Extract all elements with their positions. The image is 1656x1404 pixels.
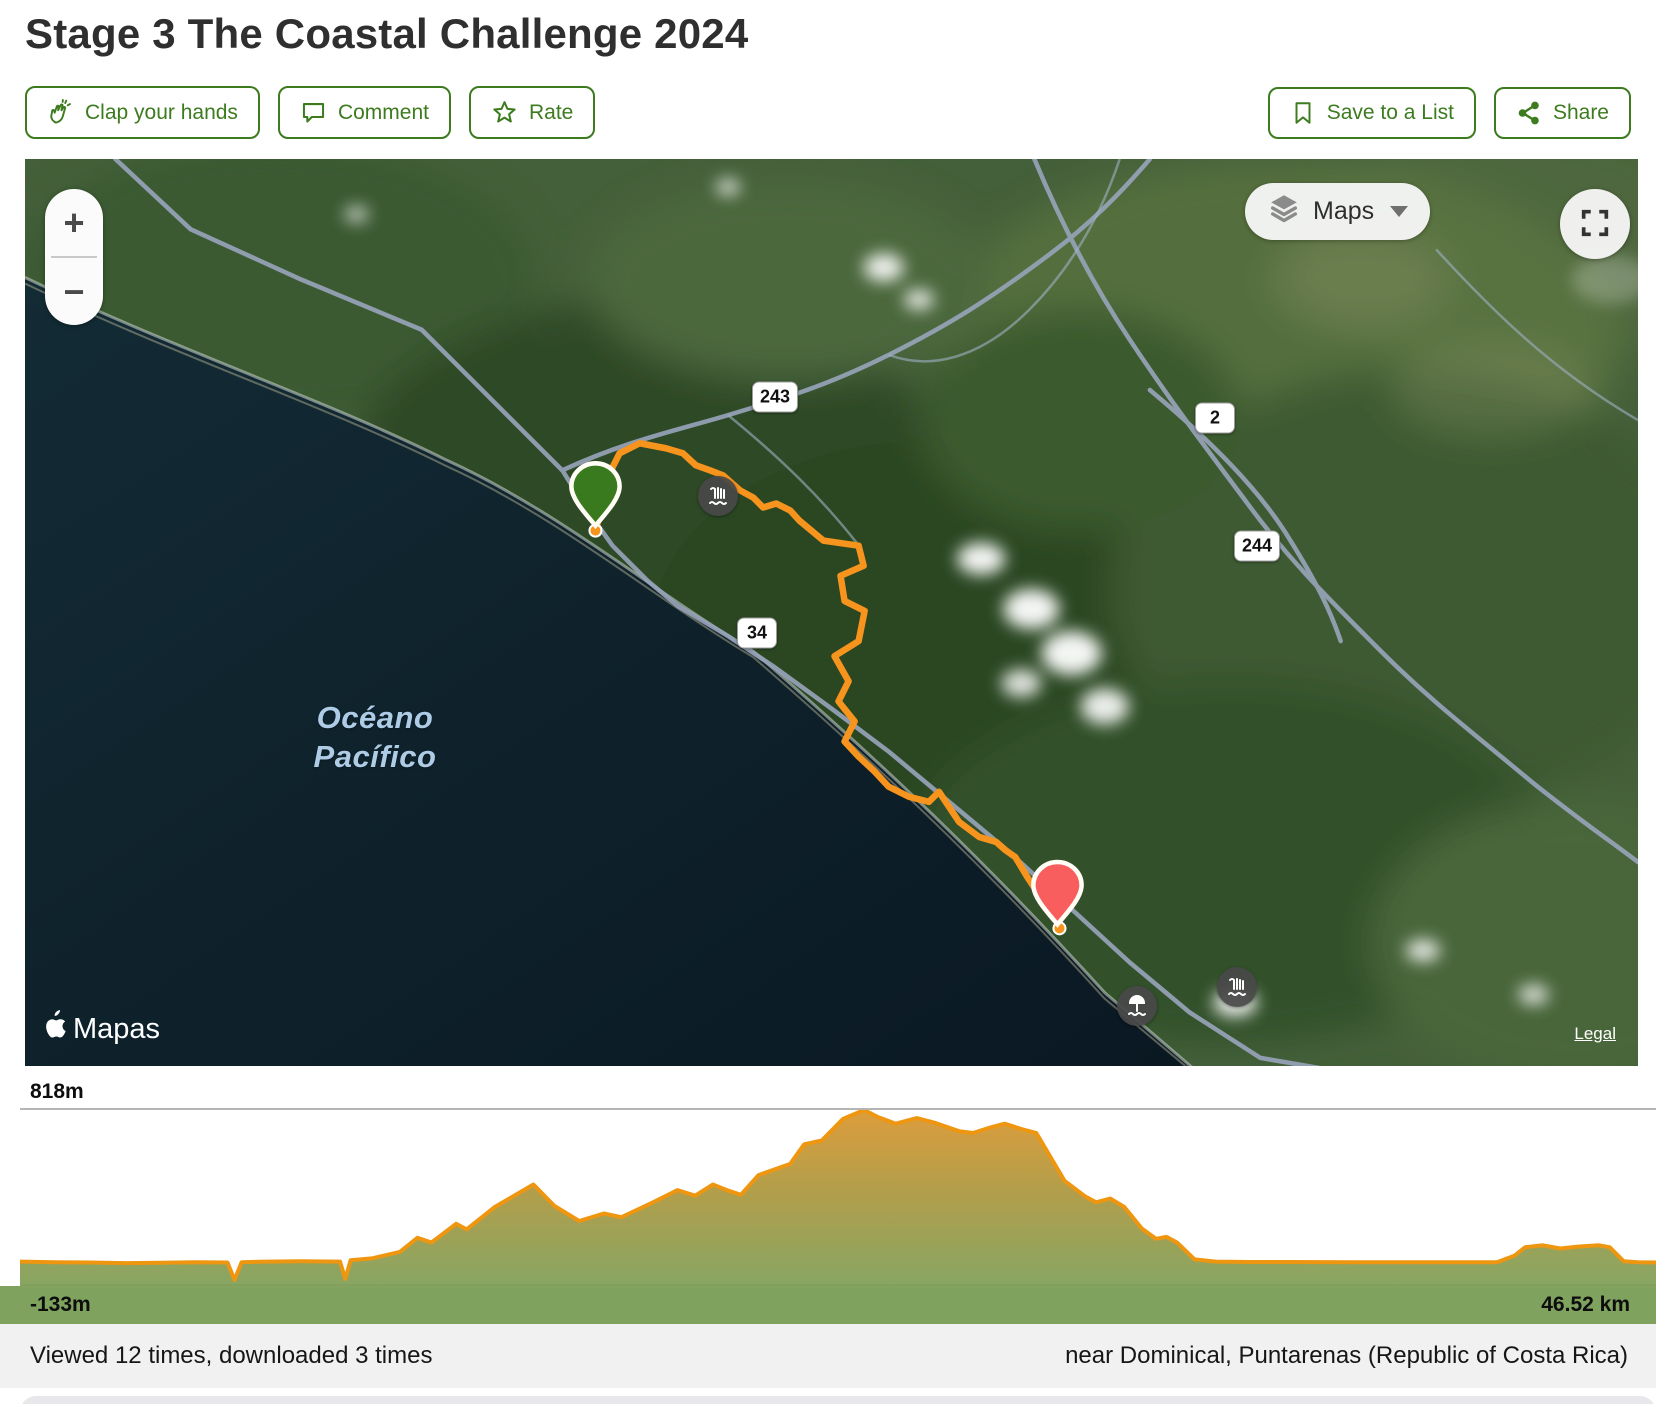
share-icon — [1516, 100, 1542, 126]
road-shield-2: 2 — [1195, 402, 1235, 434]
road-shield-244: 244 — [1233, 530, 1281, 562]
legal-link[interactable]: Legal — [1574, 1024, 1616, 1043]
chevron-down-icon — [1390, 206, 1409, 217]
map[interactable]: + − Maps 243 — [25, 159, 1638, 1066]
comment-button[interactable]: Comment — [277, 86, 451, 139]
end-marker — [1031, 859, 1084, 928]
zoom-in-button[interactable]: + — [45, 189, 103, 256]
ocean-label-line2: Pacífico — [313, 738, 437, 774]
map-layers-label: Maps — [1313, 197, 1375, 225]
rate-button[interactable]: Rate — [468, 86, 596, 139]
road-shield-label: 243 — [759, 386, 791, 407]
bookmark-icon — [1290, 100, 1316, 126]
ocean-label-line1: Océano — [316, 700, 434, 735]
map-attribution-label: Mapas — [73, 1012, 161, 1045]
road-shield-label: 2 — [1209, 407, 1220, 428]
view-download-stats: Viewed 12 times, downloaded 3 times — [30, 1342, 433, 1369]
stats-bar: Viewed 12 times, downloaded 3 times near… — [0, 1324, 1656, 1388]
layers-icon — [1267, 191, 1301, 232]
comment-label: Comment — [337, 100, 429, 124]
toolbar: Clap your hands Comment Rate — [0, 58, 1656, 139]
clap-button[interactable]: Clap your hands — [25, 86, 260, 139]
zoom-out-button[interactable]: − — [45, 258, 103, 325]
clap-label: Clap your hands — [85, 100, 238, 124]
road-shield-243: 243 — [751, 381, 799, 413]
share-button[interactable]: Share — [1493, 86, 1631, 139]
star-icon — [491, 99, 518, 126]
fullscreen-button[interactable] — [1560, 189, 1630, 259]
map-attribution: Mapas — [41, 1010, 160, 1048]
road-shield-34: 34 — [737, 617, 777, 649]
elevation-min-label: -133m — [30, 1293, 91, 1316]
satellite-map-canvas[interactable] — [25, 159, 1638, 1066]
location-text: near Dominical, Puntarenas (Republic of … — [1065, 1342, 1628, 1369]
apple-logo-icon — [41, 1010, 67, 1048]
zoom-control: + − — [45, 189, 103, 325]
start-marker — [569, 461, 622, 530]
elevation-chart[interactable] — [20, 1108, 1656, 1288]
save-to-list-label: Save to a List — [1326, 100, 1454, 124]
map-layers-button[interactable]: Maps — [1245, 183, 1431, 240]
save-to-list-button[interactable]: Save to a List — [1267, 86, 1476, 139]
waterfall-poi-icon — [1217, 967, 1257, 1007]
elevation-summary-band: -133m 46.52 km — [0, 1286, 1656, 1324]
route-track — [592, 439, 1063, 932]
zoom-divider — [51, 256, 97, 258]
elevation-distance-label: 46.52 km — [1541, 1293, 1630, 1316]
share-label: Share — [1552, 100, 1609, 124]
elevation-line — [20, 1110, 1656, 1282]
rate-label: Rate — [528, 100, 574, 124]
beach-poi-icon — [1117, 986, 1157, 1026]
fullscreen-icon — [1578, 206, 1612, 243]
ocean-label: Océano Pacífico — [260, 699, 490, 777]
clap-icon — [47, 99, 74, 126]
elevation-max-label: 818m — [30, 1080, 84, 1103]
page-title: Stage 3 The Coastal Challenge 2024 — [25, 10, 749, 57]
road-shield-label: 34 — [746, 622, 768, 643]
waterfall-poi-icon — [698, 476, 738, 516]
comment-icon — [300, 99, 327, 126]
next-section-edge — [20, 1396, 1656, 1404]
road-shield-label: 244 — [1241, 535, 1273, 556]
